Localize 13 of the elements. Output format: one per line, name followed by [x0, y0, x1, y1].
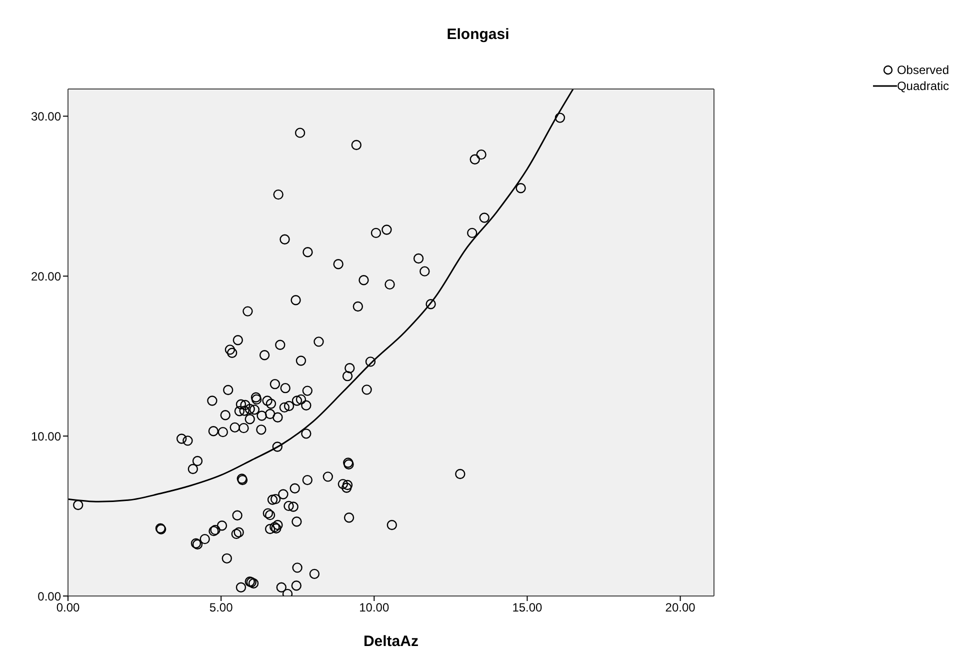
y-tick-label: 30.00 — [30, 109, 62, 124]
y-tick-label: 10.00 — [30, 429, 62, 444]
x-tick-label: 15.00 — [512, 600, 543, 615]
x-tick-label: 20.00 — [665, 600, 696, 615]
y-tick-label: 20.00 — [30, 269, 62, 284]
legend-label: Observed — [896, 63, 949, 77]
chart-title: Elongasi — [446, 25, 510, 45]
legend-label: Quadratic — [896, 79, 949, 93]
x-tick-label: 10.00 — [359, 600, 390, 615]
x-axis-title: DeltaAz — [363, 633, 418, 650]
x-tick-label: 5.00 — [209, 600, 234, 615]
x-tick-label: 0.00 — [56, 600, 80, 615]
y-tick-label: 0.00 — [38, 589, 62, 604]
